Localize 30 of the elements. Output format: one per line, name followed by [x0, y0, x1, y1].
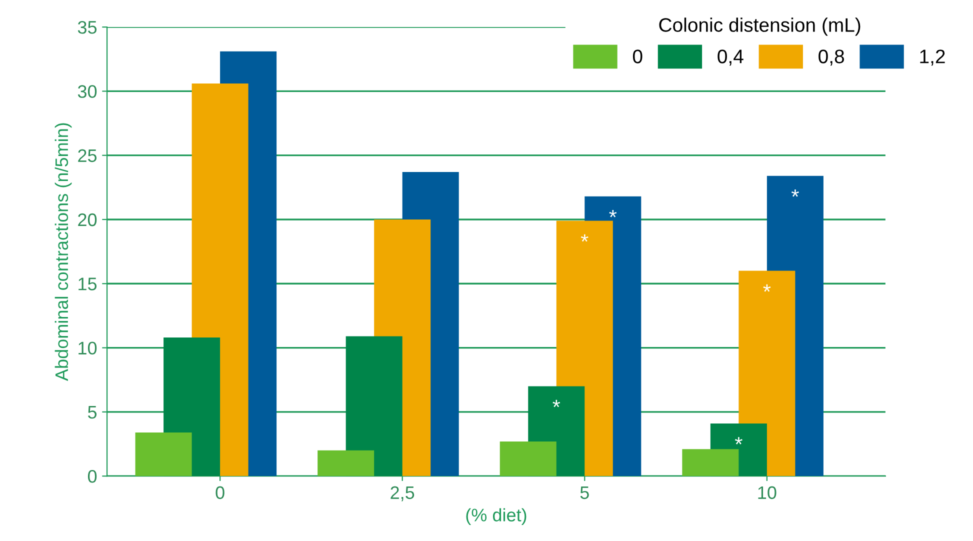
y-tick-label: 5 [88, 406, 97, 419]
y-tick-label: 30 [78, 85, 97, 98]
annotation: * [763, 284, 771, 292]
bar [346, 336, 402, 476]
legend-label: 0 [632, 50, 642, 64]
legend-label: 1,2 [920, 50, 945, 66]
y-tick-label: 20 [78, 213, 97, 226]
x-tick-label: 5 [580, 486, 589, 500]
legend-label: 0,4 [718, 50, 744, 66]
x-axis-title: (% diet) [466, 508, 526, 526]
annotation: * [609, 210, 617, 218]
y-tick-label: 10 [78, 342, 97, 355]
bar [500, 441, 556, 476]
y-tick-label: 35 [78, 20, 97, 34]
bar [135, 432, 192, 476]
annotation: * [734, 437, 742, 444]
x-tick-label: 10 [758, 486, 776, 500]
legend-label: 0,8 [818, 50, 844, 66]
annotation: * [580, 234, 588, 242]
legend-title: Colonic distension (mL) [659, 18, 860, 36]
x-tick-label: 0 [216, 486, 224, 500]
annotation: * [791, 189, 799, 197]
y-tick-label: 15 [78, 278, 97, 290]
y-tick-label: 0 [88, 470, 97, 483]
bar [682, 449, 739, 476]
x-tick-label: 2,5 [390, 486, 414, 502]
bar [318, 450, 374, 476]
annotation: * [552, 400, 560, 408]
y-tick-label: 25 [78, 149, 97, 162]
y-axis-title: Abdominal contractions (n/5min) [54, 123, 72, 381]
